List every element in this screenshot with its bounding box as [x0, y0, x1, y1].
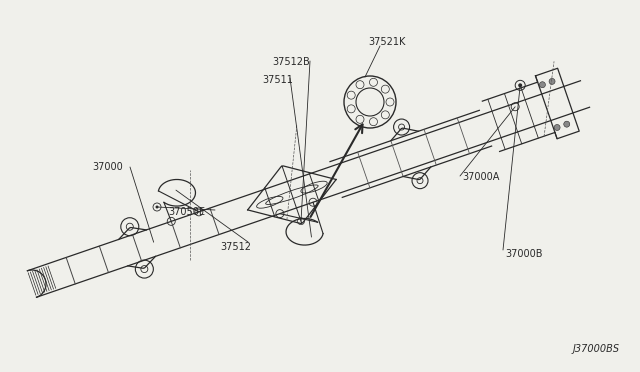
Text: J37000BS: J37000BS: [573, 344, 620, 354]
Text: 37512: 37512: [220, 242, 251, 252]
Text: 37000: 37000: [92, 162, 123, 172]
Text: 37000B: 37000B: [505, 249, 543, 259]
Text: 37511: 37511: [262, 75, 293, 85]
Text: 37000A: 37000A: [462, 172, 499, 182]
Circle shape: [518, 83, 522, 87]
Circle shape: [540, 82, 545, 88]
Text: 37050E: 37050E: [168, 207, 205, 217]
Circle shape: [564, 121, 570, 127]
Circle shape: [554, 125, 560, 131]
Text: 37512B: 37512B: [272, 57, 310, 67]
Text: 37521K: 37521K: [368, 37, 405, 47]
Circle shape: [156, 205, 159, 208]
Circle shape: [549, 78, 555, 84]
